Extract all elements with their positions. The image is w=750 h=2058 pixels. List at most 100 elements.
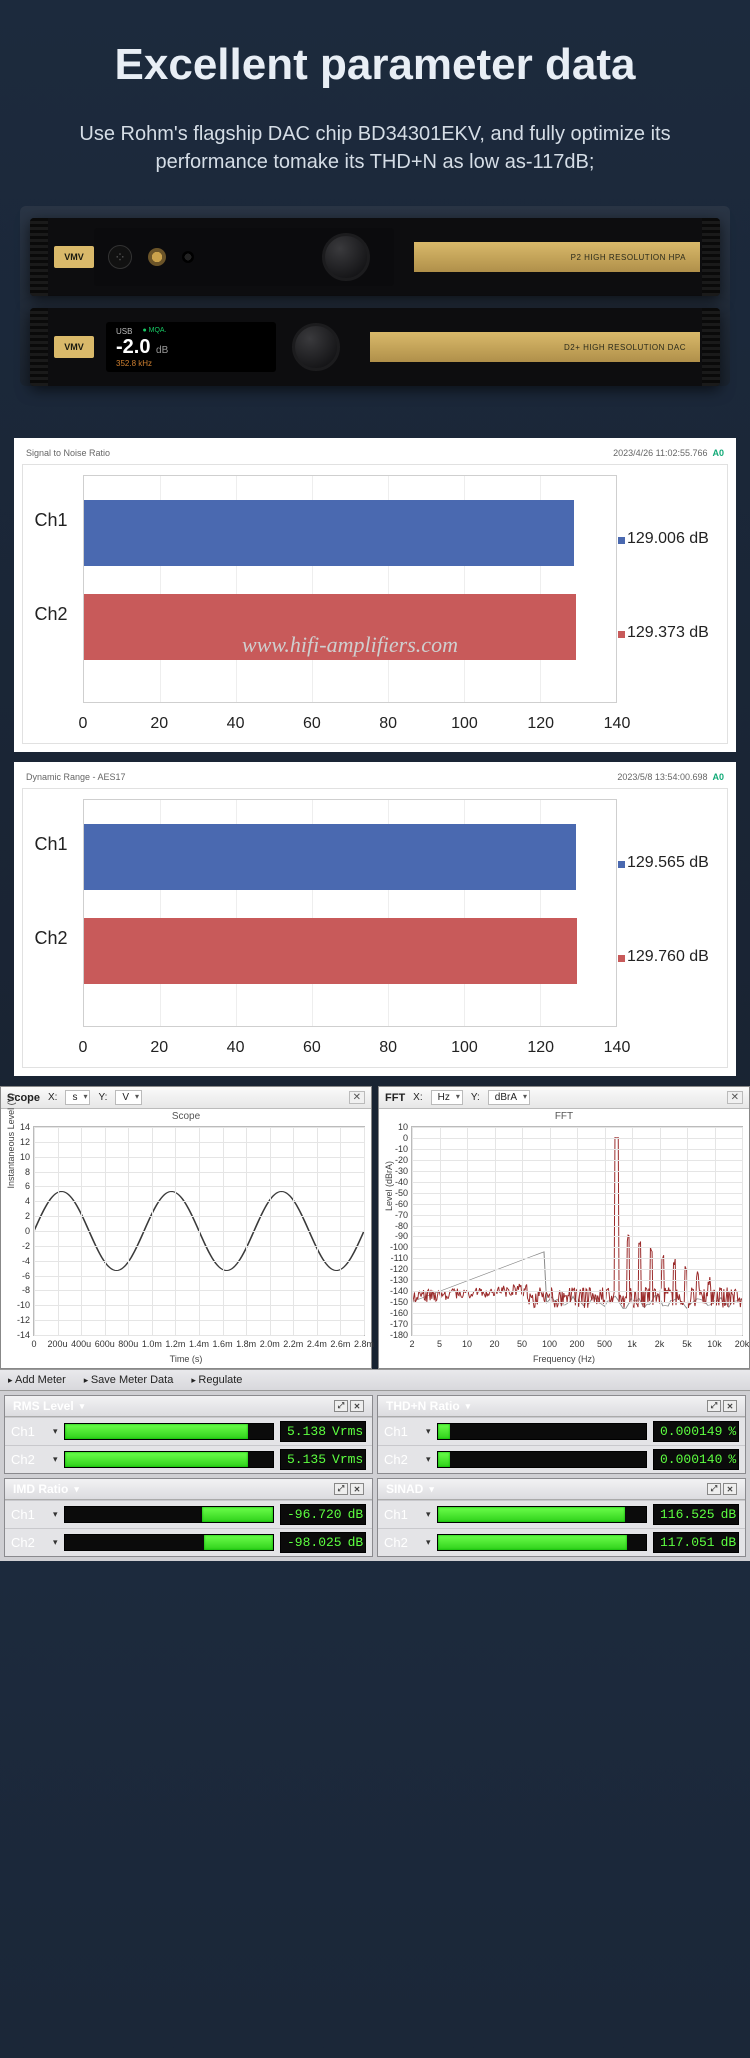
meter-readout: 5.138Vrms (280, 1421, 366, 1442)
fft-x-axis-label: Frequency (Hz) (379, 1340, 749, 1368)
volume-knob-icon (322, 233, 370, 281)
dynamic-range-chart: Dynamic Range - AES172023/5/8 13:54:00.6… (14, 762, 736, 1076)
headphone-jack-icon (148, 248, 166, 266)
close-icon[interactable]: ✕ (350, 1400, 364, 1412)
meter-row: Ch1 ▾ 0.000149% (378, 1417, 745, 1445)
meter-readout: 0.000140% (653, 1449, 739, 1470)
meter-readout: -98.025dB (280, 1532, 366, 1553)
device-screen: USB ● MQA. -2.0 dB 352.8 kHz (106, 322, 276, 372)
meter-header: IMD Ratio ▾ ⤢ ✕ (5, 1479, 372, 1500)
meter-bar (64, 1423, 274, 1440)
meter-title: SINAD (386, 1482, 423, 1496)
meter-readout: 5.135Vrms (280, 1449, 366, 1470)
meters-grid: RMS Level ▾ ⤢ ✕ Ch1 ▾ 5.138Vrms Ch2 ▾ 5.… (0, 1391, 750, 1561)
fft-title: FFT (379, 1109, 749, 1124)
scope-panel: Scope X: s Y: V ✕ Scope Instantaneous Le… (0, 1086, 372, 1369)
expand-icon[interactable]: ⤢ (334, 1400, 348, 1412)
expand-icon[interactable]: ⤢ (707, 1400, 721, 1412)
hero-section: Excellent parameter data Use Rohm's flag… (0, 0, 750, 176)
screen-volume: -2.0 (116, 336, 150, 358)
chevron-down-icon[interactable]: ▾ (74, 1484, 79, 1495)
close-icon[interactable]: ✕ (723, 1400, 737, 1412)
meter-bar (64, 1506, 274, 1523)
expand-icon[interactable]: ⤢ (334, 1483, 348, 1495)
regulate-button[interactable]: Regulate (191, 1374, 242, 1386)
meter-bar (437, 1506, 647, 1523)
meter-title: THD+N Ratio (386, 1399, 460, 1413)
meter-channel-label: Ch1 (11, 1507, 47, 1522)
meter-thdn: THD+N Ratio ▾ ⤢ ✕ Ch1 ▾ 0.000149% Ch2 ▾ … (377, 1395, 746, 1474)
add-meter-button[interactable]: Add Meter (8, 1374, 66, 1386)
fft-y-label: Y: (471, 1092, 480, 1103)
chevron-down-icon[interactable]: ▾ (466, 1401, 471, 1412)
meter-bar (437, 1534, 647, 1551)
product-image: VMV P2 HIGH RESOLUTION HPA VMV USB ● MQA.… (0, 206, 750, 428)
device-bottom: VMV USB ● MQA. -2.0 dB 352.8 kHz D2+ HIGH… (30, 308, 720, 386)
screen-volume-unit: dB (156, 345, 168, 356)
save-meter-button[interactable]: Save Meter Data (84, 1374, 174, 1386)
chevron-down-icon[interactable]: ▾ (53, 1454, 58, 1465)
meter-row: Ch1 ▾ -96.720dB (5, 1500, 372, 1528)
meter-bar (64, 1534, 274, 1551)
meter-readout: 116.525dB (653, 1504, 739, 1525)
meter-row: Ch2 ▾ -98.025dB (5, 1528, 372, 1556)
scope-x-dropdown[interactable]: s (65, 1090, 90, 1105)
meter-header: THD+N Ratio ▾ ⤢ ✕ (378, 1396, 745, 1417)
scope-graph: 14121086420-2-4-6-8-10-12-140200u400u600… (33, 1126, 365, 1336)
meter-bar (437, 1423, 647, 1440)
fft-y-dropdown[interactable]: dBrA (488, 1090, 530, 1105)
close-icon[interactable]: ✕ (350, 1483, 364, 1495)
volume-knob-icon (292, 323, 340, 371)
device-top: VMV P2 HIGH RESOLUTION HPA (30, 218, 720, 296)
xlr-jack-icon (108, 245, 132, 269)
meter-channel-label: Ch2 (11, 1535, 47, 1550)
meter-channel-label: Ch1 (384, 1507, 420, 1522)
chevron-down-icon[interactable]: ▾ (426, 1426, 431, 1437)
meter-row: Ch2 ▾ 0.000140% (378, 1445, 745, 1473)
meter-readout: 117.051dB (653, 1532, 739, 1553)
meter-title: RMS Level (13, 1399, 74, 1413)
chevron-down-icon[interactable]: ▾ (53, 1426, 58, 1437)
chevron-down-icon[interactable]: ▾ (426, 1509, 431, 1520)
expand-icon[interactable]: ⤢ (707, 1483, 721, 1495)
fft-pane-label: FFT (385, 1092, 405, 1104)
meter-row: Ch1 ▾ 5.138Vrms (5, 1417, 372, 1445)
screen-input: USB (116, 327, 132, 336)
chevron-down-icon[interactable]: ▾ (429, 1484, 434, 1495)
brand-logo: VMV (54, 246, 94, 268)
scope-toolbar: Scope X: s Y: V ✕ (1, 1087, 371, 1109)
chevron-down-icon[interactable]: ▾ (426, 1454, 431, 1465)
chevron-down-icon[interactable]: ▾ (53, 1537, 58, 1548)
page-subtitle: Use Rohm's flagship DAC chip BD34301EKV,… (55, 120, 695, 176)
close-icon[interactable]: ✕ (723, 1483, 737, 1495)
fft-panel: FFT X: Hz Y: dBrA ✕ FFT Level (dBrA) 100… (378, 1086, 750, 1369)
meter-bar (64, 1451, 274, 1468)
scope-y-dropdown[interactable]: V (115, 1090, 142, 1105)
meter-imd: IMD Ratio ▾ ⤢ ✕ Ch1 ▾ -96.720dB Ch2 ▾ -9… (4, 1478, 373, 1557)
snr-chart: Signal to Noise Ratio2023/4/26 11:02:55.… (14, 438, 736, 752)
meter-sinad: SINAD ▾ ⤢ ✕ Ch1 ▾ 116.525dB Ch2 ▾ 117.05… (377, 1478, 746, 1557)
fft-x-label: X: (413, 1092, 422, 1103)
headphone-jack-small-icon (182, 251, 194, 263)
chevron-down-icon[interactable]: ▾ (80, 1401, 85, 1412)
meter-channel-label: Ch2 (384, 1452, 420, 1467)
close-icon[interactable]: ✕ (349, 1091, 365, 1104)
screen-samplerate: 352.8 kHz (116, 359, 266, 368)
meter-readout: -96.720dB (280, 1504, 366, 1525)
meter-channel-label: Ch2 (11, 1452, 47, 1467)
fft-x-dropdown[interactable]: Hz (431, 1090, 463, 1105)
brand-logo: VMV (54, 336, 94, 358)
chevron-down-icon[interactable]: ▾ (426, 1537, 431, 1548)
close-icon[interactable]: ✕ (727, 1091, 743, 1104)
scope-y-label: Y: (98, 1092, 107, 1103)
chevron-down-icon[interactable]: ▾ (53, 1509, 58, 1520)
device-top-label: P2 HIGH RESOLUTION HPA (571, 253, 686, 262)
meter-readout: 0.000149% (653, 1421, 739, 1442)
page-title: Excellent parameter data (30, 40, 720, 90)
mqa-indicator-icon: ● MQA. (142, 327, 166, 336)
device-bottom-label: D2+ HIGH RESOLUTION DAC (564, 343, 686, 352)
meter-rms: RMS Level ▾ ⤢ ✕ Ch1 ▾ 5.138Vrms Ch2 ▾ 5.… (4, 1395, 373, 1474)
meter-row: Ch1 ▾ 116.525dB (378, 1500, 745, 1528)
meter-toolbar: Add Meter Save Meter Data Regulate (0, 1369, 750, 1391)
meter-title: IMD Ratio (13, 1482, 68, 1496)
